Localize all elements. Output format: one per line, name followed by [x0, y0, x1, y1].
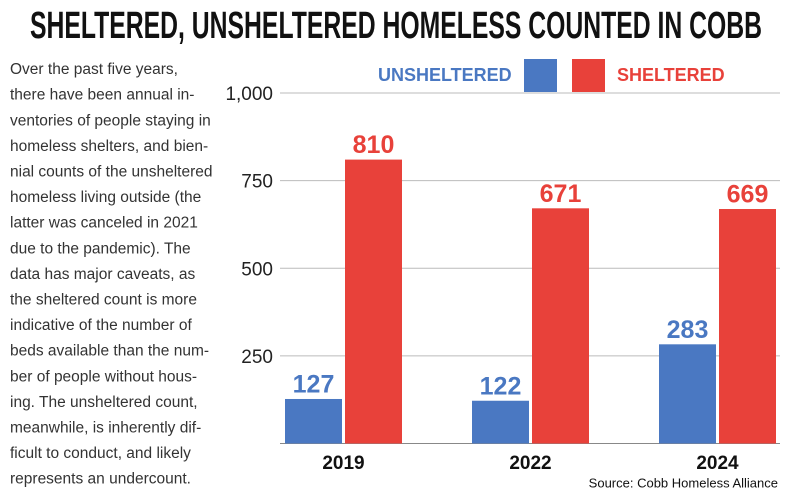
- description-line: data has major caveats, as: [10, 266, 195, 283]
- y-tick-label: 500: [241, 259, 273, 280]
- bar: [659, 344, 716, 444]
- bar: [345, 159, 402, 444]
- bar: [532, 208, 589, 444]
- description-line: homeless shelters, and bien-: [10, 138, 208, 155]
- description-line: homeless living outside (the: [10, 189, 201, 206]
- y-tick-label: 1,000: [225, 84, 273, 105]
- description-line: ber of people without hous-: [10, 368, 197, 385]
- chart-title: SHELTERED, UNSHELTERED HOMELESS COUNTED …: [30, 5, 762, 47]
- value-label: 122: [480, 372, 522, 400]
- legend-swatch: [524, 59, 557, 92]
- description-line: ing. The unsheltered count,: [10, 394, 198, 411]
- description-line: ventories of people staying in: [10, 112, 211, 129]
- description-line: there have been annual in-: [10, 87, 194, 104]
- bar: [472, 400, 529, 444]
- description-line: indicative of the number of: [10, 317, 192, 334]
- legend-label: SHELTERED: [617, 65, 725, 85]
- bar: [719, 209, 776, 444]
- source: Source: Cobb Homeless Alliance: [589, 475, 778, 490]
- bar: [285, 398, 342, 444]
- value-label: 283: [667, 316, 709, 344]
- description-line: the sheltered count is more: [10, 291, 197, 308]
- legend-swatch: [572, 59, 605, 92]
- value-label: 810: [353, 131, 395, 159]
- description-line: represents an undercount.: [10, 471, 191, 488]
- description-line: latter was canceled in 2021: [10, 215, 198, 232]
- description-line: nial counts of the unsheltered: [10, 163, 213, 180]
- x-tick-label: 2019: [322, 453, 364, 474]
- y-tick-label: 750: [241, 172, 273, 193]
- description-line: meanwhile, is inherently dif-: [10, 419, 201, 436]
- description-line: due to the pandemic). The: [10, 240, 191, 257]
- x-tick-label: 2022: [509, 453, 551, 474]
- legend-label: UNSHELTERED: [378, 65, 512, 85]
- value-label: 669: [727, 181, 769, 209]
- description-line: Over the past five years,: [10, 61, 178, 78]
- x-tick-label: 2024: [696, 453, 739, 474]
- description-line: ficult to conduct, and likely: [10, 445, 191, 462]
- description-line: beds available than the num-: [10, 343, 209, 360]
- value-label: 671: [540, 180, 582, 208]
- y-tick-label: 250: [241, 347, 273, 368]
- value-label: 127: [293, 371, 335, 399]
